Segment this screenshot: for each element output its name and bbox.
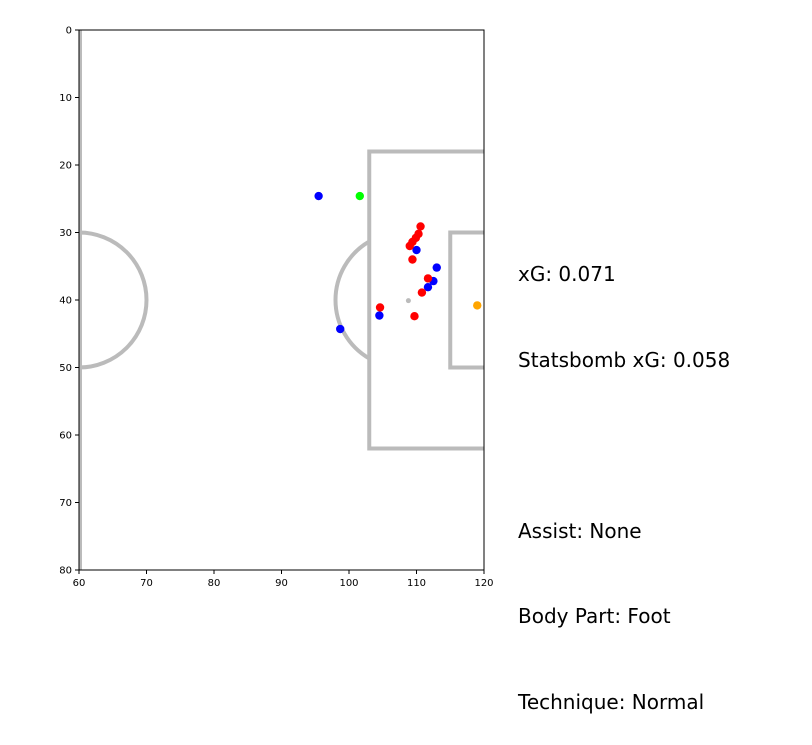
statsbomb-xg-value: Statsbomb xG: 0.058 <box>518 347 731 372</box>
y-tick-label: 30 <box>59 228 72 239</box>
y-tick-label: 40 <box>59 296 72 307</box>
y-axis: 0 10 20 30 40 50 60 70 80 <box>59 26 79 577</box>
data-point <box>423 282 433 292</box>
xg-value: xG: 0.071 <box>518 262 616 286</box>
x-tick-label: 60 <box>73 578 86 589</box>
x-tick-label: 90 <box>275 578 288 589</box>
shot-info-panel: xG: 0.071 Statsbomb xG: 0.058 Assist: No… <box>518 203 730 745</box>
y-tick-label: 80 <box>59 566 72 577</box>
x-tick-label: 70 <box>140 578 153 589</box>
x-tick-label: 110 <box>407 578 426 589</box>
data-point <box>408 255 417 264</box>
shot-map-chart: 60 70 80 90 100 110 120 0 10 20 30 40 50 60 70 80 <box>59 26 494 590</box>
y-tick-label: 50 <box>59 363 72 374</box>
shot-points <box>314 191 482 334</box>
data-point <box>417 288 427 297</box>
x-axis: 60 70 80 90 100 110 120 <box>73 570 494 589</box>
penalty-spot <box>405 298 411 304</box>
y-tick-label: 70 <box>59 498 72 509</box>
x-tick-label: 120 <box>474 578 493 589</box>
penalty-arc <box>333 239 371 361</box>
data-point <box>410 312 419 321</box>
data-point <box>355 191 364 201</box>
data-point <box>336 324 345 334</box>
data-point <box>423 274 433 283</box>
body-part-value: Body Part: Foot <box>518 604 671 628</box>
penalty-area <box>367 149 484 451</box>
data-point <box>405 241 414 251</box>
pitch-markings <box>79 30 484 570</box>
axes-frame <box>78 29 485 571</box>
data-point <box>314 191 323 201</box>
data-point <box>412 245 421 255</box>
x-tick-label: 100 <box>339 578 358 589</box>
data-point <box>375 303 385 312</box>
y-tick-label: 0 <box>66 26 72 37</box>
spacer <box>518 431 730 460</box>
data-point <box>375 311 384 320</box>
y-tick-label: 60 <box>59 431 72 442</box>
technique-value: Technique: Normal <box>518 689 705 714</box>
center-circle <box>79 230 149 370</box>
data-point <box>432 263 441 272</box>
y-tick-label: 20 <box>59 161 72 172</box>
y-tick-label: 10 <box>59 93 72 104</box>
data-point <box>416 222 425 231</box>
data-point <box>473 301 482 310</box>
six-yard-box <box>448 230 484 370</box>
x-tick-label: 80 <box>208 578 221 589</box>
assist-value: Assist: None <box>518 518 642 543</box>
